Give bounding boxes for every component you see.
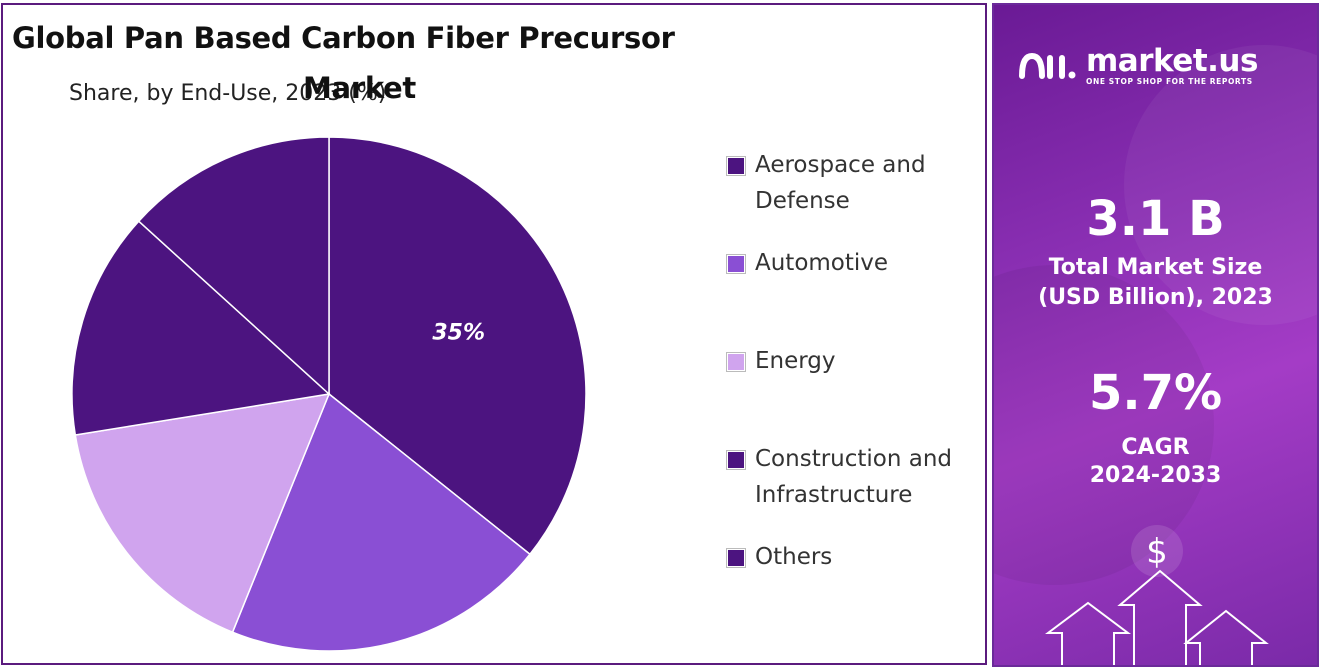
legend-item: Aerospace and Defense xyxy=(726,147,985,219)
chart-title-line2: Market xyxy=(303,71,416,105)
dollar-icon: $ xyxy=(1131,525,1183,577)
pie-slice-automotive xyxy=(231,392,531,652)
dollar-glyph: $ xyxy=(1146,532,1168,572)
legend-swatch xyxy=(726,254,746,274)
legend-item: Energy xyxy=(726,343,985,379)
legend-label: Automotive xyxy=(755,250,889,276)
chart-panel: Global Pan Based Carbon Fiber Precursor … xyxy=(1,3,987,665)
legend-swatch xyxy=(726,450,746,470)
legend-swatch xyxy=(726,548,746,568)
legend-item: Automotive xyxy=(726,245,985,281)
legend-item: Others xyxy=(726,539,985,575)
market-size-value: 3.1 B xyxy=(1086,191,1225,247)
brand-tagline: ONE STOP SHOP FOR THE REPORTS xyxy=(1086,77,1253,86)
pie-slice-aerospace-and-defense xyxy=(328,136,587,556)
background-decor xyxy=(994,45,1317,585)
brand-logo: market.us ONE STOP SHOP FOR THE REPORTS xyxy=(1016,45,1258,86)
cagr-label-line1: CAGR xyxy=(1121,435,1190,460)
chart-subtitle: Share, by End-Use, 2023 (%) xyxy=(69,81,387,106)
pie-slice-others xyxy=(137,136,330,396)
cagr-value: 5.7% xyxy=(1088,365,1223,421)
pie-data-label: 35% xyxy=(432,321,485,346)
brand-name: market.us xyxy=(1086,43,1258,79)
legend-label: Others xyxy=(755,544,833,570)
legend-swatch xyxy=(726,156,746,176)
chart-title-line1: Global Pan Based Carbon Fiber Precursor xyxy=(12,21,675,55)
legend-item: Construction and Infrastructure xyxy=(726,441,985,513)
growth-arrows-icon xyxy=(1045,569,1269,665)
legend-label: Construction and Infrastructure xyxy=(755,446,953,508)
legend-label: Aerospace and Defense xyxy=(755,152,926,214)
pie-chart: 35% xyxy=(71,136,587,652)
cagr-label-line2: 2024-2033 xyxy=(1089,463,1222,488)
market-size-label-line1: Total Market Size xyxy=(1048,255,1263,280)
legend-label: Energy xyxy=(755,348,836,374)
info-panel: market.us ONE STOP SHOP FOR THE REPORTS … xyxy=(992,3,1319,667)
pie-slice-energy xyxy=(74,393,331,634)
market-us-logo-icon xyxy=(1019,52,1076,79)
decor-graphics: $ xyxy=(1045,525,1269,665)
legend-swatch xyxy=(726,352,746,372)
market-size-label-line2: (USD Billion), 2023 xyxy=(1038,285,1273,310)
pie-slice-construction-and-infrastructure xyxy=(71,220,331,436)
